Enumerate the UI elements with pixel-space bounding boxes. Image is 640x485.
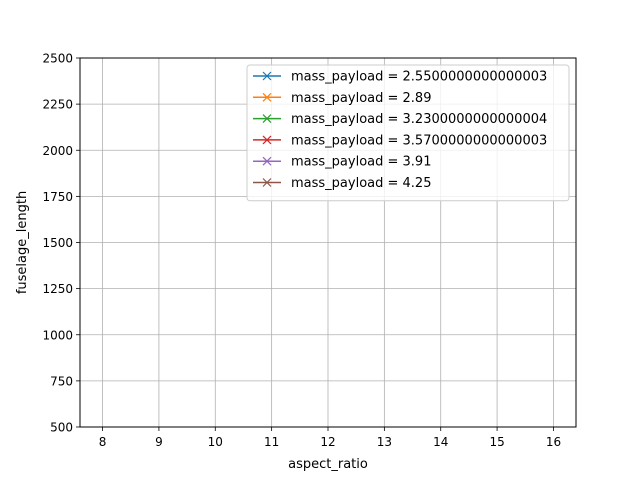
x-tick-label: 16: [546, 435, 561, 449]
y-tick-label: 1000: [42, 328, 73, 342]
x-tick-label: 14: [433, 435, 448, 449]
x-axis-ticks: 8 9 10 11 12 13 14 15 16: [99, 427, 561, 449]
legend-label: mass_payload = 2.89: [291, 91, 431, 106]
x-tick-label: 8: [99, 435, 107, 449]
legend-marker: [262, 135, 272, 145]
y-tick-label: 500: [50, 421, 73, 435]
legend-marker: [262, 156, 272, 166]
y-tick-label: 1750: [42, 190, 73, 204]
y-tick-label: 2000: [42, 144, 73, 158]
legend-entry: mass_payload = 3.2300000000000004: [253, 112, 547, 127]
y-tick-label: 2250: [42, 98, 73, 112]
legend-marker: [262, 178, 272, 187]
legend-label: mass_payload = 4.25: [291, 176, 431, 191]
y-axis-label: fuselage_length: [15, 191, 30, 294]
legend-entry: mass_payload = 3.91: [253, 155, 431, 170]
legend-label: mass_payload = 3.5700000000000003: [291, 133, 547, 148]
legend-label: mass_payload = 3.91: [291, 155, 431, 170]
x-tick-label: 15: [489, 435, 504, 449]
legend-entry: mass_payload = 3.5700000000000003: [253, 133, 547, 148]
x-tick-label: 11: [264, 435, 279, 449]
y-tick-label: 750: [50, 374, 73, 388]
legend-entry: mass_payload = 2.5500000000000003: [253, 70, 547, 85]
x-tick-label: 10: [208, 435, 223, 449]
y-tick-label: 2500: [42, 52, 73, 66]
legend-entry: mass_payload = 2.89: [253, 91, 431, 106]
legend-entry: mass_payload = 4.25: [253, 176, 431, 191]
y-tick-label: 1500: [42, 236, 73, 250]
x-axis-label: aspect_ratio: [288, 457, 368, 472]
legend: mass_payload = 2.5500000000000003 mass_pa…: [246, 64, 570, 202]
x-tick-label: 13: [377, 435, 392, 449]
x-tick-label: 12: [320, 435, 335, 449]
legend-box: [246, 64, 570, 202]
legend-marker: [262, 114, 272, 124]
legend-marker: [262, 71, 272, 81]
legend-label: mass_payload = 2.5500000000000003: [291, 70, 547, 85]
x-tick-label: 9: [155, 435, 163, 449]
y-axis-ticks: 500 750 1000 1250 1500 1750 2000 2250 2500: [42, 52, 80, 435]
legend-marker: [262, 92, 272, 102]
legend-label: mass_payload = 3.2300000000000004: [291, 112, 547, 127]
y-tick-label: 1250: [42, 282, 73, 296]
